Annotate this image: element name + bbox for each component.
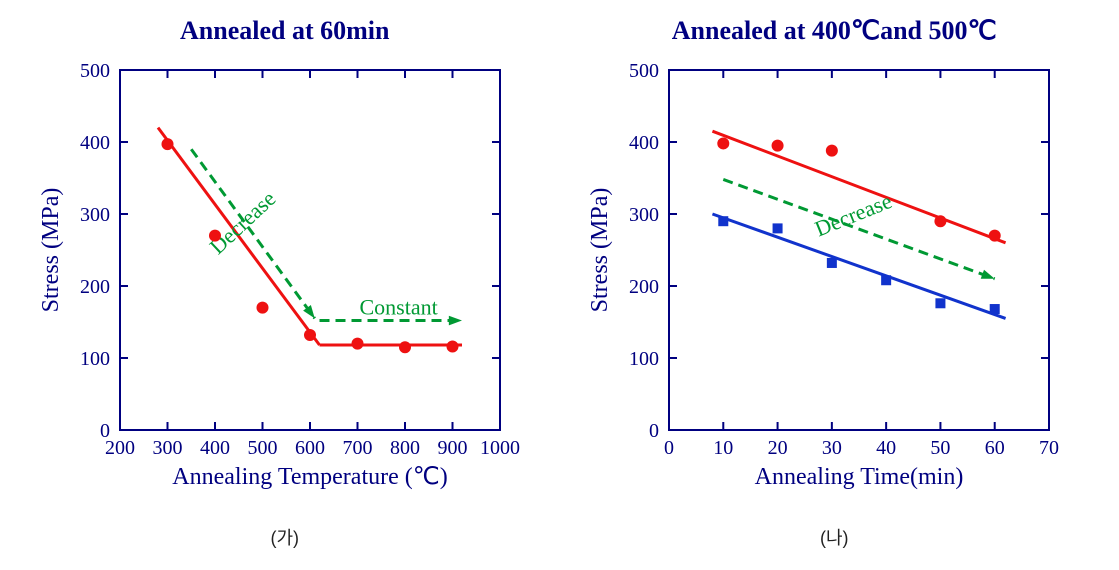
x-axis-label: Annealing Time(min) [755,464,964,490]
chart-right-caption: (나) [820,524,849,550]
chart-left-cell: Annealed at 60min 200 300 400 500 600 700 800 9… [30,10,540,550]
plot-border [669,70,1049,430]
y-axis-label: Stress (MPa) [38,188,64,313]
data-point [304,329,316,341]
data-point [399,341,411,353]
data-point [351,338,363,350]
annotation-decrease: Decrease [204,186,280,259]
x-tick-label: 70 [1039,437,1059,459]
x-tick-label: 400 [200,437,230,459]
data-point [209,230,221,242]
data-point [826,145,838,157]
y-tick-label: 400 [80,132,110,154]
y-tick-label: 100 [80,348,110,370]
annotation-constant: Constant [359,295,437,320]
y-tick-label: 300 [629,204,659,226]
x-tick-label: 60 [985,437,1005,459]
x-tick-label: 600 [295,437,325,459]
y-tick-label: 100 [629,348,659,370]
annotation-decrease: Decrease [811,188,895,241]
y-tick-label: 300 [80,204,110,226]
chart-right-svg: 0 10 20 30 40 50 60 70 0 100 200 300 400 500 Annealing… [579,50,1089,510]
arrow-head-icon [981,270,995,279]
arrow-head-icon [449,316,462,326]
data-point [881,275,891,285]
y-tick-label: 0 [649,420,659,442]
figure-container: Annealed at 60min 2003004005006007008009… [10,10,1109,550]
data-point [935,215,947,227]
y-tick-label: 200 [80,276,110,298]
y-tick-label: 400 [629,132,659,154]
x-tick-label: 10 [714,437,734,459]
data-point [773,223,783,233]
data-point [161,138,173,150]
x-tick-label: 500 [247,437,277,459]
y-axis-label: Stress (MPa) [587,188,613,313]
x-tick-label: 40 [876,437,896,459]
x-tick-label: 300 [152,437,182,459]
decrease-arrow-line [724,179,995,278]
trend-line [713,131,1006,243]
chart-left-caption: (가) [270,524,299,550]
data-point [989,230,1001,242]
data-point [827,258,837,268]
data-point [718,137,730,149]
y-tick-label: 500 [80,60,110,82]
data-point [256,302,268,314]
x-tick-label: 800 [390,437,420,459]
x-tick-label: 1000 [480,437,520,459]
x-tick-label: 700 [342,437,372,459]
chart-right-cell: Annealed at 400℃and 500℃ 0 10 20 30 40 50 60 70… [579,10,1089,550]
y-tick-label: 200 [629,276,659,298]
chart-right-title: Annealed at 400℃and 500℃ [672,16,997,46]
data-point [936,298,946,308]
data-point [719,216,729,226]
chart-left-title: Annealed at 60min [180,16,389,46]
data-point [446,340,458,352]
chart-left-svg: 2003004005006007008009001000010020030040… [30,50,540,510]
y-tick-label: 0 [100,420,110,442]
data-point [772,140,784,152]
x-tick-label: 50 [931,437,951,459]
y-tick-label: 500 [629,60,659,82]
data-point [990,304,1000,314]
plot-border [120,70,500,430]
x-tick-label: 30 [822,437,842,459]
x-axis-label: Annealing Temperature (℃) [172,464,447,490]
x-tick-label: 900 [437,437,467,459]
x-tick-label: 0 [664,437,674,459]
x-tick-label: 20 [768,437,788,459]
